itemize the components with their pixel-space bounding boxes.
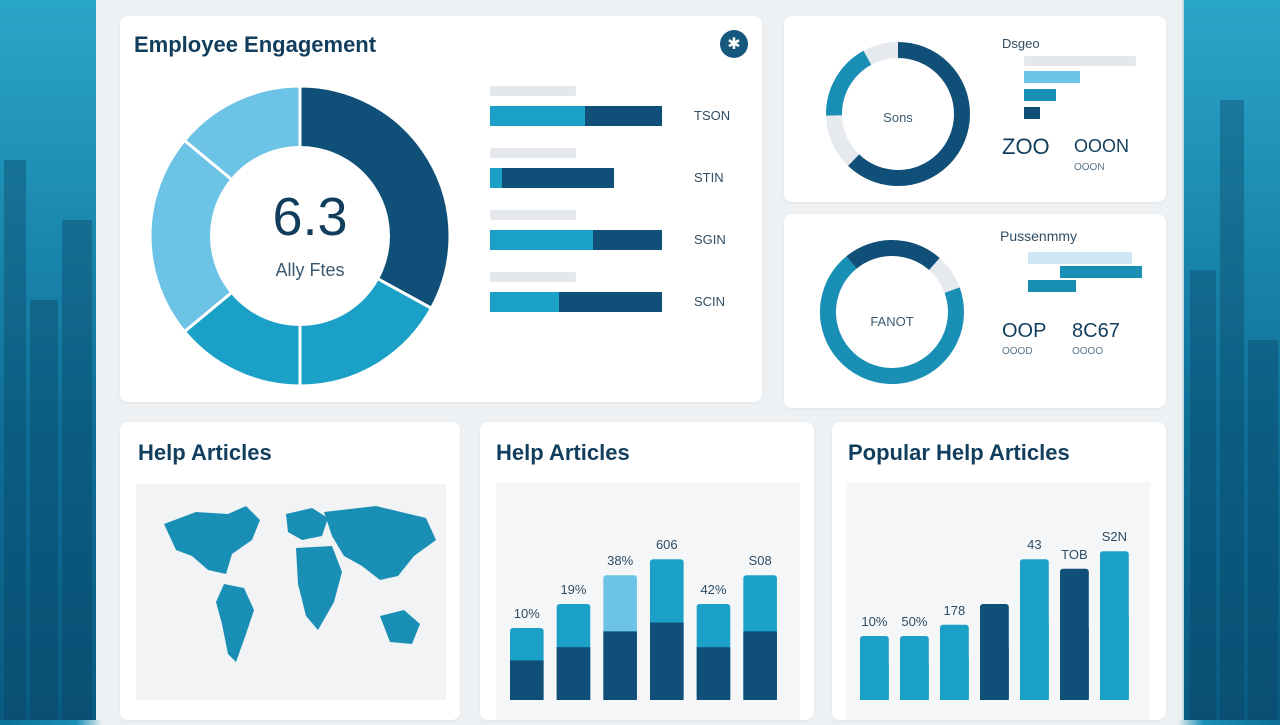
top-panel-stat-1: ZOO (1002, 134, 1050, 159)
engagement-bar-segment (593, 230, 662, 250)
mid-panel-stat-2-sub: OOOO (1072, 346, 1104, 357)
engagement-bar-segment (490, 292, 559, 312)
top-panel-stat-2-sub: OOON (1074, 162, 1105, 173)
mid-panel-stat-2: 8C67 (1072, 320, 1120, 342)
mid-panel-donut (820, 240, 964, 384)
engagement-bar-segment (502, 168, 614, 188)
help-chart-card: Help Articles 10% 19% 38% 606 42% S08 (480, 422, 814, 720)
top-panel-bar-1-bg (1024, 56, 1136, 66)
mid-panel-bar-2 (1060, 266, 1142, 278)
engagement-bar-label: SGIN (694, 232, 726, 247)
top-panel-center-label: Sons (883, 110, 913, 125)
mid-panel-bar-1 (1028, 252, 1132, 264)
bar-segment (1060, 627, 1089, 700)
bar-segment (696, 647, 731, 700)
engagement-bar-label: SCIN (694, 294, 726, 309)
bar-label: S08 (749, 553, 772, 568)
mid-panel-bar-3 (1028, 280, 1076, 292)
bar-segment (980, 647, 1009, 700)
bar-label: 19% (560, 582, 586, 597)
mid-panel-stat-1-sub: OOOD (1002, 346, 1033, 357)
mid-panel-center-label: FANOT (870, 314, 914, 329)
background-left (0, 0, 96, 720)
bar-segment (743, 631, 777, 700)
bar-segment (1100, 618, 1129, 700)
top-panel-stat-2: OOON (1074, 136, 1130, 156)
world-map (136, 484, 446, 700)
engagement-bar-segment (490, 230, 594, 250)
bar-label: 606 (656, 537, 678, 552)
top-panel-donut (826, 42, 970, 186)
engagement-bar-label: STIN (694, 170, 724, 185)
bar-segment (556, 647, 591, 700)
bar-label: 42% (700, 582, 726, 597)
world-map-icon (164, 506, 436, 662)
engagement-bar-track (490, 148, 576, 158)
dashboard: Employee Engagement ✱ 6.3 Ally Ftes TSON… (96, 0, 1182, 720)
engagement-title: Employee Engagement (134, 32, 377, 57)
popular-title: Popular Help Articles (848, 440, 1070, 465)
bar-segment (510, 660, 544, 700)
engagement-card: Employee Engagement ✱ 6.3 Ally Ftes TSON… (120, 16, 762, 402)
bar-label: 178 (944, 603, 966, 618)
top-panel-title: Dsgeo (1002, 36, 1040, 51)
top-panel-bar-3 (1024, 107, 1040, 119)
engagement-score: 6.3 (272, 187, 348, 247)
engagement-bar-label: TSON (694, 108, 731, 123)
help-chart-title: Help Articles (496, 440, 630, 465)
bar-segment (650, 622, 684, 700)
bar-label: TOB (1061, 547, 1088, 562)
help-bar-chart: 10% 19% 38% 606 42% S08 (510, 537, 777, 700)
mid-panel-title: Pussenmmy (1000, 228, 1078, 244)
popular-card: Popular Help Articles 10% 50% 178 43 TOB S2N (832, 422, 1166, 720)
bar-segment (940, 658, 969, 700)
bar-label: S2N (1102, 529, 1127, 544)
top-panel-bar-1 (1024, 71, 1080, 83)
bar-label: 10% (514, 606, 540, 621)
engagement-bar-segment (558, 292, 662, 312)
engagement-bar-segment (584, 106, 662, 126)
background-right (1184, 0, 1280, 720)
help-map-title: Help Articles (138, 440, 272, 465)
help-chart-plot: 10% 19% 38% 606 42% S08 (496, 482, 800, 720)
engagement-donut (148, 84, 452, 388)
mid-panel-stat-1: OOP (1002, 320, 1047, 342)
engagement-bar-track (490, 86, 576, 96)
popular-bar-chart: 10% 50% 178 43 TOB S2N (860, 529, 1129, 700)
bar-label: 10% (861, 614, 887, 629)
settings-button[interactable]: ✱ (720, 30, 748, 58)
bar-label: 38% (607, 553, 633, 568)
bar-segment (1020, 622, 1049, 700)
bar-label: 50% (901, 614, 927, 629)
bar-segment (860, 664, 889, 700)
mid-panel-card: FANOT Pussenmmy OOP OOOD 8C67 OOOO (784, 214, 1166, 408)
bar-label: 43 (1027, 537, 1041, 552)
engagement-bar-segment (490, 106, 585, 126)
engagement-bar-track (490, 272, 576, 282)
engagement-score-label: Ally Ftes (275, 260, 345, 280)
top-panel-bar-2 (1024, 89, 1056, 101)
engagement-bar-track (490, 210, 576, 220)
bar-segment (900, 664, 929, 700)
top-panel-card: Sons Dsgeo ZOO OOON OOON (784, 16, 1166, 202)
gear-icon: ✱ (727, 36, 741, 53)
engagement-bar-segment (490, 168, 503, 188)
bar-segment (603, 631, 637, 700)
help-map-card: Help Articles (120, 422, 460, 720)
popular-chart-plot: 10% 50% 178 43 TOB S2N (846, 482, 1150, 720)
